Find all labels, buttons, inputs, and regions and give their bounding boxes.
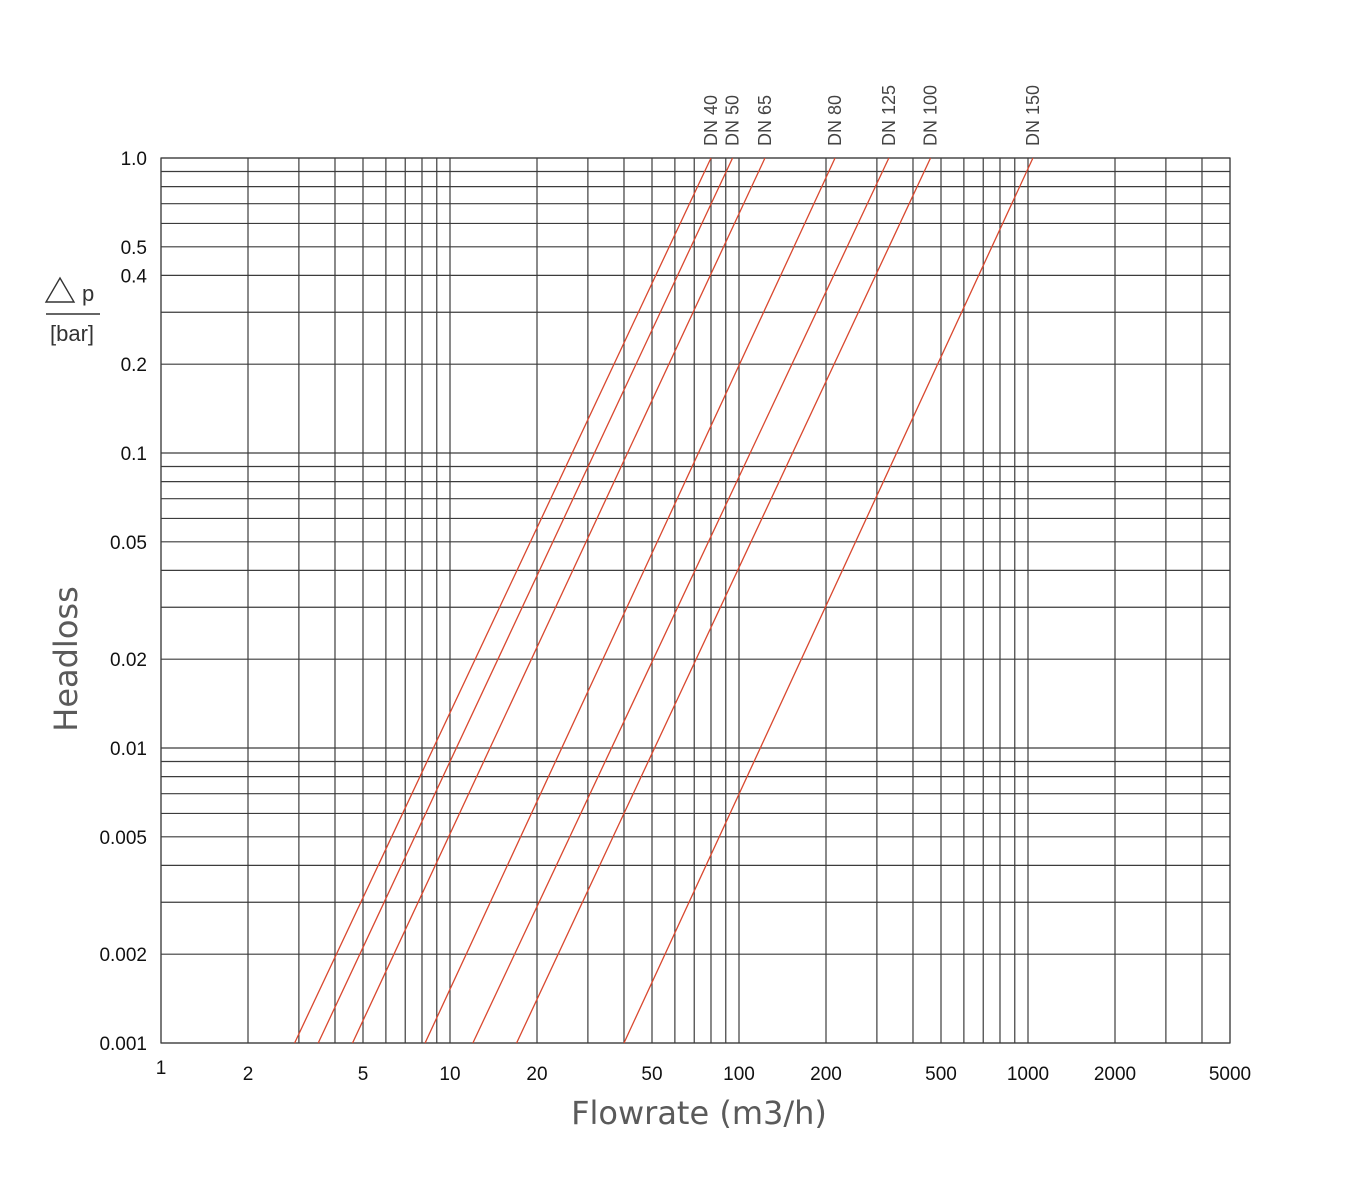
series-label-dn-100: DN 100 <box>921 85 941 146</box>
x-tick-label-5000: 5000 <box>1209 1064 1251 1085</box>
tick-label-layer: 1 2 5 10 20 50 100 200 500 1000 2000 5000 1.0 0.5 0.4 0… <box>99 149 1251 1085</box>
series-label-dn-150: DN 150 <box>1023 85 1043 146</box>
y-tick-label-0_4: 0.4 <box>121 266 148 287</box>
unit-label: [bar] <box>50 321 94 346</box>
x-tick-label-2: 2 <box>243 1064 254 1085</box>
y-tick-label-0_2: 0.2 <box>121 355 147 376</box>
y-tick-label-1: 1.0 <box>121 149 147 170</box>
series-line-dn-40 <box>294 157 712 1044</box>
plot-frame <box>160 157 1231 1044</box>
x-axis-title: Flowrate (m3/h) <box>571 1094 827 1132</box>
y-tick-label-0_002: 0.002 <box>99 945 147 966</box>
series-line-dn-50 <box>317 157 734 1044</box>
unit-symbol: p <box>82 281 94 306</box>
grid-layer <box>160 157 1231 1044</box>
series-label-dn-125: DN 125 <box>879 85 899 146</box>
series-line-dn-100 <box>516 157 932 1044</box>
x-tick-label-10: 10 <box>439 1064 460 1085</box>
series-label-dn-40: DN 40 <box>701 95 721 146</box>
x-tick-label-1000: 1000 <box>1007 1064 1049 1085</box>
x-tick-label-500: 500 <box>925 1064 957 1085</box>
y-tick-label-0_01: 0.01 <box>110 739 147 760</box>
series-label-layer: DN 40 DN 50 DN 65 DN 80 DN 125 DN 100 DN 150 <box>701 85 1043 146</box>
x-tick-label-5: 5 <box>358 1064 369 1085</box>
series-label-dn-65: DN 65 <box>755 95 775 146</box>
series-layer <box>294 157 1034 1044</box>
series-label-dn-50: DN 50 <box>723 95 743 146</box>
series-line-dn-125 <box>472 157 890 1044</box>
x-tick-label-1: 1 <box>156 1058 167 1079</box>
series-line-dn-150 <box>623 157 1034 1044</box>
y-tick-label-0_1: 0.1 <box>121 444 147 465</box>
y-axis-unit: p [bar] <box>44 276 100 346</box>
x-tick-label-100: 100 <box>723 1064 755 1085</box>
series-line-dn-65 <box>351 157 766 1044</box>
y-tick-label-0_02: 0.02 <box>110 650 147 671</box>
x-tick-label-200: 200 <box>810 1064 842 1085</box>
delta-icon <box>44 276 76 303</box>
x-tick-label-20: 20 <box>526 1064 547 1085</box>
series-label-dn-80: DN 80 <box>825 95 845 146</box>
y-tick-label-0_05: 0.05 <box>110 533 147 554</box>
x-tick-label-50: 50 <box>641 1064 662 1085</box>
y-axis-title: Headloss <box>47 586 85 731</box>
series-line-dn-80 <box>424 157 836 1044</box>
y-tick-label-0_001: 0.001 <box>99 1034 147 1055</box>
y-tick-label-0_005: 0.005 <box>99 828 147 849</box>
y-tick-label-0_5: 0.5 <box>121 238 147 259</box>
x-tick-label-2000: 2000 <box>1094 1064 1136 1085</box>
